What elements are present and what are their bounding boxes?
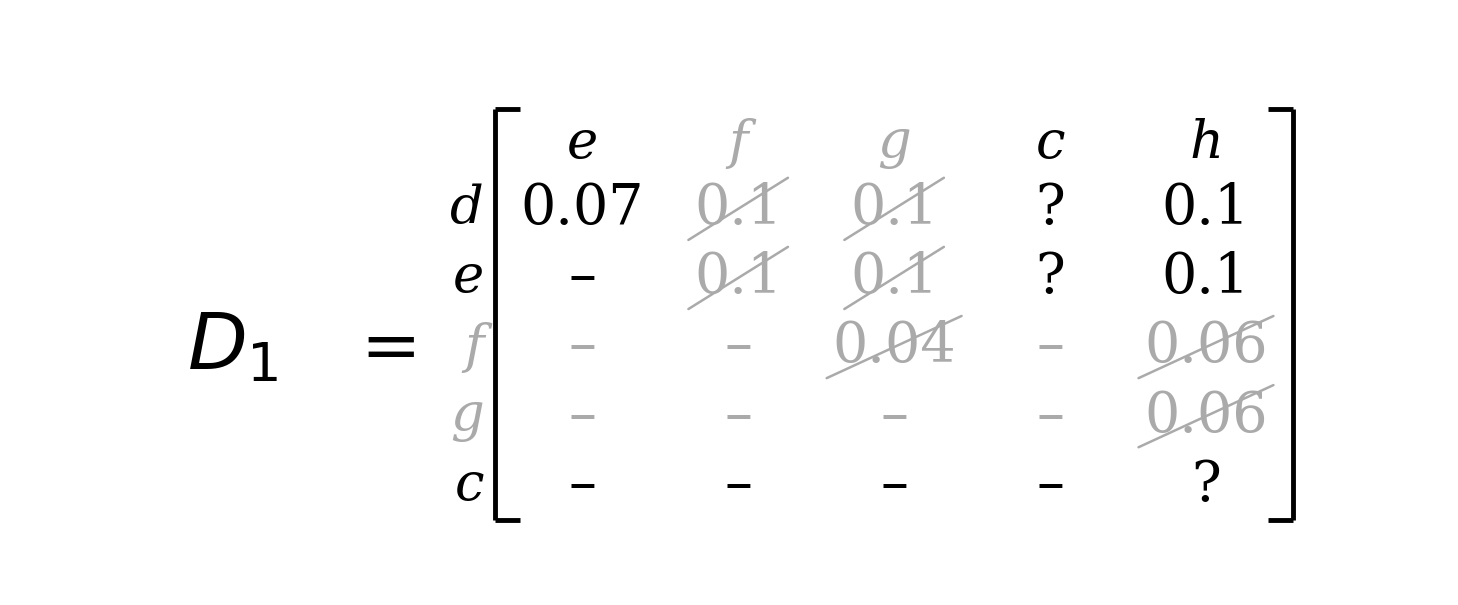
Text: e: e (452, 252, 484, 304)
Text: d: d (451, 183, 484, 234)
Text: –: – (569, 319, 596, 374)
Text: 0.1: 0.1 (850, 182, 939, 236)
Text: g: g (878, 118, 911, 169)
Text: c: c (455, 460, 484, 511)
Text: 0.1: 0.1 (694, 250, 783, 306)
Text: 0.04: 0.04 (833, 319, 956, 374)
Text: –: – (1037, 319, 1064, 374)
Text: –: – (881, 458, 908, 512)
Text: e: e (567, 118, 598, 169)
Text: f: f (729, 118, 748, 169)
Text: ?: ? (1191, 458, 1220, 512)
Text: g: g (451, 391, 484, 442)
Text: –: – (725, 458, 752, 512)
Text: –: – (1037, 389, 1064, 443)
Text: –: – (725, 389, 752, 443)
Text: $=$: $=$ (346, 312, 414, 382)
Text: –: – (569, 389, 596, 443)
Text: –: – (569, 458, 596, 512)
Text: 0.1: 0.1 (1162, 250, 1250, 306)
Text: –: – (725, 319, 752, 374)
Text: –: – (881, 389, 908, 443)
Text: 0.06: 0.06 (1145, 319, 1268, 374)
Text: h: h (1188, 118, 1223, 169)
Text: c: c (1035, 118, 1064, 169)
Text: f: f (465, 322, 484, 373)
Text: $D_1$: $D_1$ (187, 309, 278, 385)
Text: 0.07: 0.07 (521, 182, 644, 236)
Text: ?: ? (1035, 250, 1064, 306)
Text: –: – (1037, 458, 1064, 512)
Text: 0.1: 0.1 (850, 250, 939, 306)
Text: ?: ? (1035, 182, 1064, 236)
Text: 0.1: 0.1 (694, 182, 783, 236)
Text: –: – (569, 250, 596, 306)
Text: 0.06: 0.06 (1145, 389, 1268, 443)
Text: 0.1: 0.1 (1162, 182, 1250, 236)
